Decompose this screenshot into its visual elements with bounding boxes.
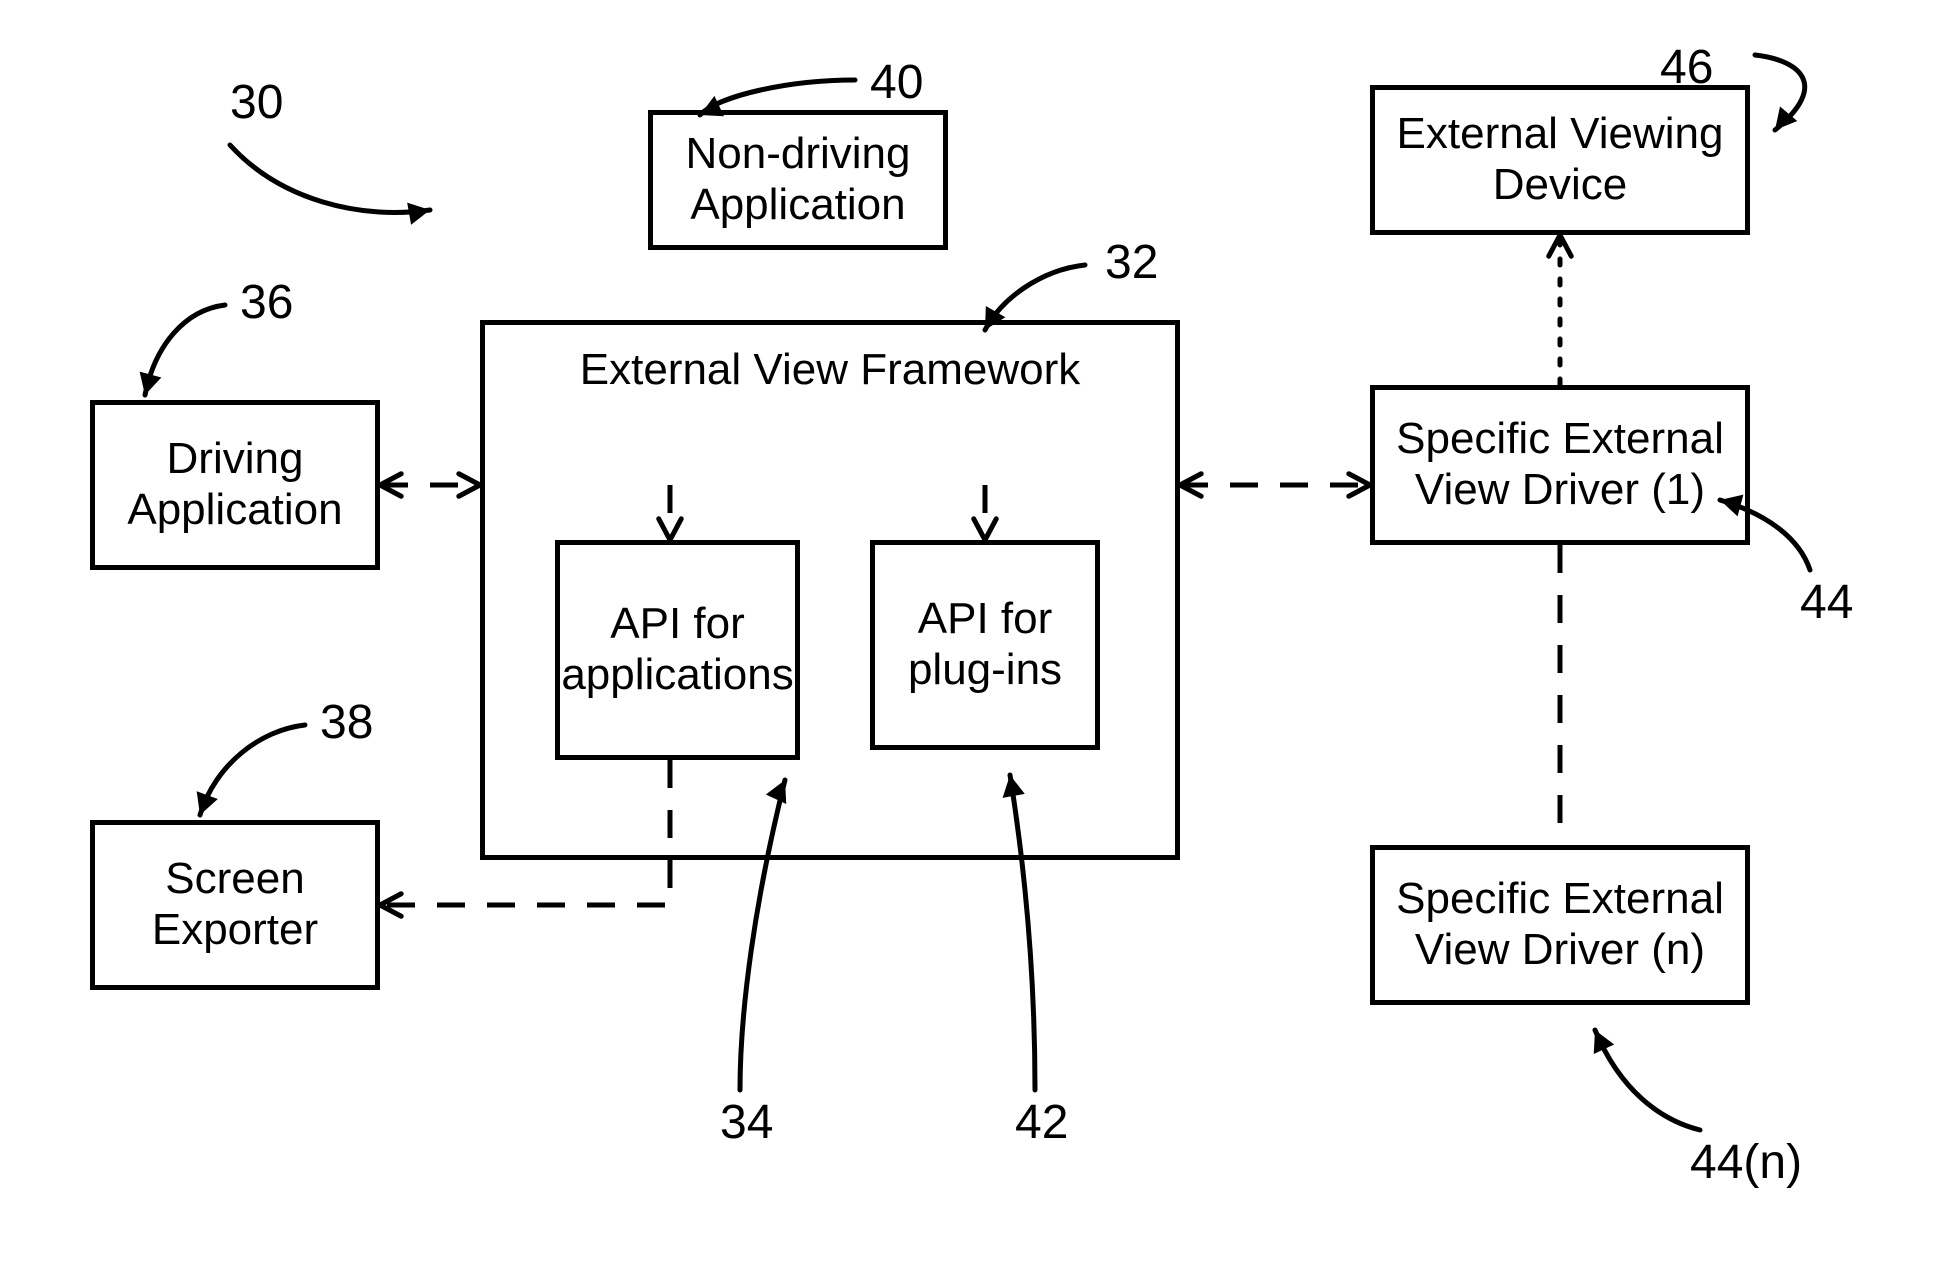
label-38: 38 [320, 695, 373, 750]
diagram-canvas: External View Framework Non-driving Appl… [0, 0, 1938, 1285]
label-46: 46 [1660, 40, 1713, 95]
label-34: 34 [720, 1095, 773, 1150]
box-text: Screen Exporter [152, 854, 318, 955]
label-40: 40 [870, 55, 923, 110]
box-text: Specific External View Driver (1) [1396, 414, 1724, 515]
screen-exporter-box: Screen Exporter [90, 820, 380, 990]
framework-title: External View Framework [485, 345, 1175, 396]
non-driving-application-box: Non-driving Application [648, 110, 948, 250]
driving-application-box: Driving Application [90, 400, 380, 570]
label-44n: 44(n) [1690, 1135, 1802, 1190]
label-42: 42 [1015, 1095, 1068, 1150]
external-viewing-device-box: External Viewing Device [1370, 85, 1750, 235]
box-text: Specific External View Driver (n) [1396, 874, 1724, 975]
external-view-driver-n-box: Specific External View Driver (n) [1370, 845, 1750, 1005]
box-text: Non-driving Application [686, 129, 911, 230]
box-text: External Viewing Device [1397, 109, 1724, 210]
api-for-applications-box: API for applications [555, 540, 800, 760]
box-text: API for applications [561, 599, 793, 700]
box-text: API for plug-ins [908, 594, 1062, 695]
label-30: 30 [230, 75, 283, 130]
api-for-plugins-box: API for plug-ins [870, 540, 1100, 750]
label-44: 44 [1800, 575, 1853, 630]
box-text: Driving Application [127, 434, 342, 535]
label-36: 36 [240, 275, 293, 330]
label-32: 32 [1105, 235, 1158, 290]
external-view-driver-1-box: Specific External View Driver (1) [1370, 385, 1750, 545]
